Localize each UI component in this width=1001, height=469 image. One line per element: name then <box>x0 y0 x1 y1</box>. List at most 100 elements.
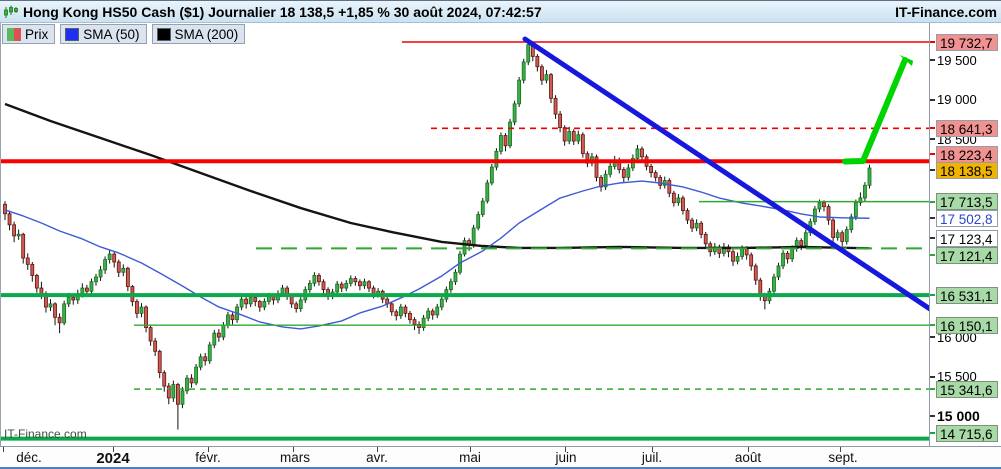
candles-group <box>3 42 872 430</box>
candle-down <box>30 263 35 276</box>
candle-down <box>112 253 117 263</box>
candle-up <box>362 281 367 287</box>
candle-down <box>53 303 57 318</box>
candle-up <box>262 301 267 308</box>
price-axis: 19 500 19 000 18 500 16 000 15 500 15 000 19 7… <box>929 23 1001 446</box>
candle-up <box>740 248 744 257</box>
candle-up <box>194 366 199 384</box>
axis-tick-15000: 15 000 <box>930 407 1001 425</box>
legend-chip-sma200[interactable]: SMA (200) <box>151 24 246 44</box>
candle-down <box>257 301 262 308</box>
candle-down <box>799 240 804 246</box>
candle-up <box>121 267 126 273</box>
candle-up <box>448 281 453 291</box>
candle-up <box>171 384 176 399</box>
time-axis: déc. 2024 févr. mars avr. mai juin juil. août sep… <box>0 446 1001 467</box>
month-label-juin: juin <box>555 450 577 465</box>
price-label-17502,8: 17 502,8 <box>930 209 1001 227</box>
candle-down <box>289 295 294 305</box>
month-label-août: août <box>734 450 762 465</box>
candle-down <box>357 281 362 287</box>
candle-down <box>653 172 658 178</box>
candle-up <box>421 317 426 328</box>
candle-up <box>781 252 785 267</box>
window-bottom-edge <box>0 467 1001 469</box>
candle-up <box>280 287 285 294</box>
candle-up <box>694 222 699 229</box>
candle-down <box>658 176 663 186</box>
candle-down <box>321 281 326 291</box>
candle-up <box>863 184 867 199</box>
candle-down <box>253 297 258 302</box>
candle-up <box>867 167 872 186</box>
candle-up <box>608 165 613 175</box>
candle-down <box>353 278 358 283</box>
legend-chip-price[interactable]: Prix <box>2 24 56 44</box>
candle-down <box>244 298 249 305</box>
candle-down <box>417 324 421 328</box>
candle-up <box>480 200 485 215</box>
price-label-16150,1: 16 150,1 <box>930 316 1001 334</box>
candle-down <box>667 180 672 194</box>
chart-title: Hong Kong HS50 Cash ($1) Journalier 18 1… <box>23 3 542 20</box>
month-tick <box>3 447 4 452</box>
candle-up <box>62 303 67 324</box>
candle-down <box>826 206 831 221</box>
candle-down <box>203 356 208 362</box>
legend-chip-sma50[interactable]: SMA (50) <box>60 24 147 44</box>
candle-down <box>703 233 708 245</box>
candle-down <box>553 97 558 115</box>
candle-down <box>785 252 790 260</box>
candle-up <box>817 202 822 210</box>
month-tick <box>652 447 653 452</box>
candle-up <box>298 299 303 310</box>
candle-up <box>221 324 226 338</box>
candle-down <box>580 134 585 155</box>
candle-down <box>25 257 30 265</box>
trendline-descending[interactable] <box>522 36 930 312</box>
candle-down <box>189 377 194 384</box>
candle-down <box>430 310 435 316</box>
candle-down <box>558 113 562 128</box>
price-label-19732,7: 19 732,7 <box>930 33 1001 51</box>
month-label-déc: déc. <box>16 450 42 465</box>
watermark: IT-Finance.com <box>4 427 87 441</box>
candle-up <box>185 377 189 392</box>
candle-down <box>649 165 653 174</box>
price-label-16531,1: 16 531,1 <box>930 286 1001 304</box>
candle-down <box>540 66 544 81</box>
sma200-line <box>4 102 870 250</box>
candle-up <box>89 281 94 292</box>
candle-up <box>489 166 494 184</box>
candle-down <box>3 203 7 215</box>
candle-up <box>180 390 185 405</box>
price-chart-canvas[interactable] <box>1 23 930 446</box>
month-label-févr: févr. <box>195 450 221 465</box>
price-label-18138,5: 18 138,5 <box>930 161 1001 179</box>
candle-up <box>544 74 549 81</box>
candle-down <box>135 301 139 314</box>
candle-up <box>348 278 353 284</box>
candle-up <box>803 232 808 246</box>
title-bar: Hong Kong HS50 Cash ($1) Journalier 18 1… <box>0 1 1001 23</box>
candle-up <box>207 344 212 362</box>
candle-up <box>439 298 444 308</box>
green-arrow-shaft[interactable] <box>842 57 908 165</box>
candle-down <box>125 267 130 287</box>
candle-up <box>239 298 244 308</box>
candle-down <box>599 176 603 188</box>
candle-down <box>831 219 835 238</box>
candle-down <box>157 350 162 374</box>
price-swatch-icon <box>7 27 21 41</box>
candle-up <box>526 44 531 63</box>
candle-down <box>681 197 685 211</box>
candle-up <box>512 103 517 123</box>
candle-down <box>230 314 235 321</box>
price-label-15341,6: 15 341,6 <box>930 380 1001 398</box>
candle-up <box>813 208 817 223</box>
candle-down <box>339 283 344 289</box>
month-label-2024: 2024 <box>96 450 130 467</box>
month-tick <box>470 447 471 452</box>
candle-down <box>85 287 89 292</box>
candle-down <box>640 148 644 158</box>
